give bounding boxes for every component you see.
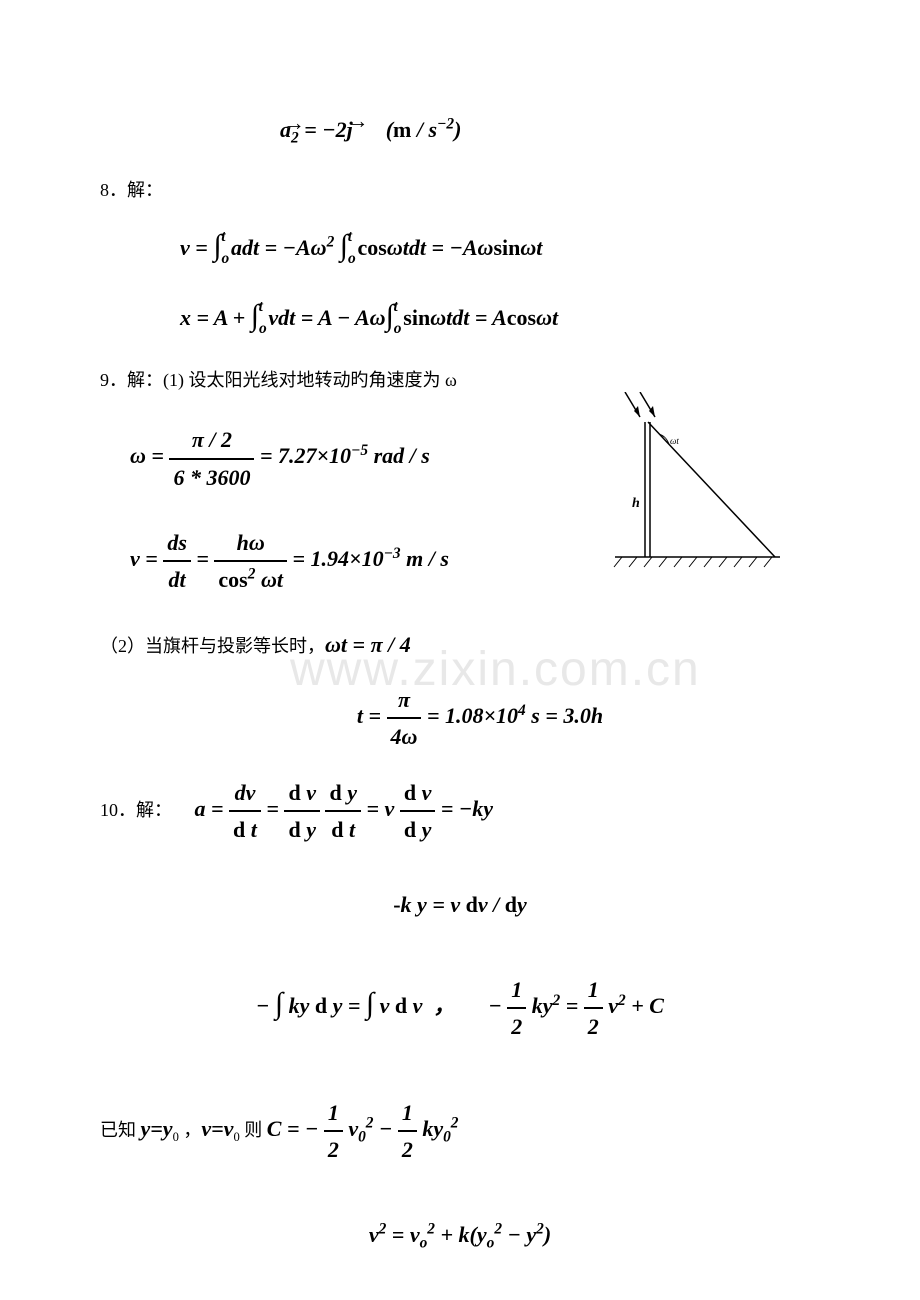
svg-text:ωt: ωt [670,436,679,446]
equation-9c: t = π4ω = 1.08×104 s = 3.0h [100,682,820,754]
equation-10b: -k y = v dv / dy [100,887,820,922]
equation-8b: x = A + ∫ot vdt = A − Aω∫ot sinωtdt = Ac… [180,292,820,342]
problem-10-label: 10．解： a = dvd t = d vd y d yd t = v d vd… [100,775,820,847]
equation-10d: 已知 y=y0 ，v=v0 则 C = − 12 v02 − 12 ky02 [100,1095,820,1167]
equation-8a: v = ∫ot adt = −Aω2 ∫ot cosωtdt = −Aωsinω… [180,222,820,272]
problem-9-label: 9．解：(1) 设太阳光线对地转动旳角速度为 ω [100,366,820,392]
problem-8-label: 8．解： [100,176,820,202]
sunlight-diagram: ωt h [580,392,790,587]
svg-text:h: h [632,496,640,511]
problem-9-part2: （2）当旗杆与投影等长时，ωt = π / 4 [100,627,820,662]
equation-10e: v2 = vo2 + k(yo2 − y2) [100,1217,820,1256]
equation-a2: →a2 = −2→j (m / s−2) [150,112,820,151]
equation-10c: − ∫ ky d y = ∫ v d v ， − 12 ky2 = 12 v2 … [100,972,820,1044]
